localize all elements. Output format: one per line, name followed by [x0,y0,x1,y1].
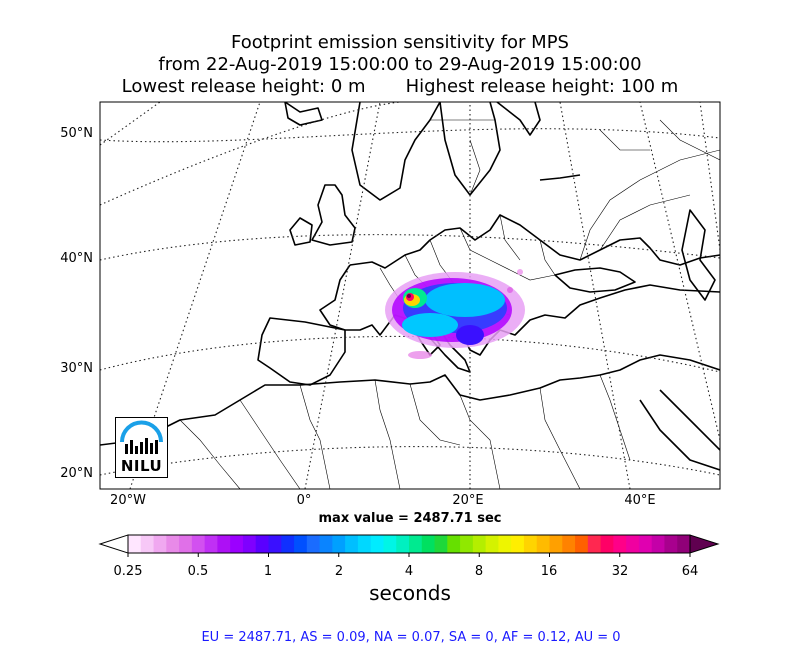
colorbar-cell [179,535,193,553]
colorbar-cell [166,535,180,553]
map-frame [99,101,721,490]
lon-label: 20°W [110,493,146,508]
nilu-logo-icon [120,420,163,454]
footprint-plume [385,269,525,359]
colorbar-cell [549,535,563,553]
colorbar-cell [268,535,282,553]
colorbar-cell [370,535,384,553]
colorbar-cell [332,535,346,553]
colorbar-cell [255,535,269,553]
colorbar-cell [319,535,333,553]
colorbar-cell [421,535,436,553]
colorbar-cell [191,535,206,553]
colorbar-cell [613,535,627,553]
colorbar-cell [383,535,397,553]
colorbar-cell [345,535,359,553]
colorbar-cell [434,535,448,553]
colorbar-cell [204,535,218,553]
lon-label: 20°E [452,493,484,508]
colorbar-cell [230,535,244,553]
nilu-logo: NILU [115,417,168,478]
chart-title-line1: Footprint emission sensitivity for MPS [231,32,569,53]
colorbar-cell [396,535,410,553]
nilu-logo-text: NILU [120,457,163,475]
colorbar-cell [472,535,487,553]
colorbar-cell [651,535,665,553]
colorbar-cell [217,535,231,553]
colorbar-tick: 32 [611,564,629,579]
colorbar-tick: 0.5 [187,564,209,579]
lon-label: 0° [296,493,312,508]
colorbar-cell [409,535,423,553]
colorbar-cell [638,535,653,553]
chart-title-line3: Lowest release height: 0 m Highest relea… [121,76,679,97]
chart-title-line2: from 22-Aug-2019 15:00:00 to 29-Aug-2019… [158,54,642,75]
colorbar-cell [140,535,155,553]
colorbar-cell [498,535,512,553]
colorbar-under-arrow [98,534,129,554]
colorbar-tick: 8 [474,564,484,579]
colorbar-cell [485,535,499,553]
colorbar-unit-label: seconds [369,581,451,605]
colorbar-over-arrow [689,534,720,554]
colorbar-cell [242,535,257,553]
colorbar-cell [447,535,461,553]
colorbar-cell [523,535,538,553]
lat-label: 50°N [60,126,93,141]
colorbar-cell [306,535,321,553]
colorbar-tick: 0.25 [113,564,143,579]
region-totals: EU = 2487.71, AS = 0.09, NA = 0.07, SA =… [201,630,621,645]
colorbar-cell [587,535,602,553]
colorbar-cell [562,535,576,553]
colorbar-cell [677,535,691,553]
lon-label: 40°E [624,493,656,508]
country-borders [179,119,720,489]
lat-label: 20°N [60,466,93,481]
colorbar-cell [626,535,640,553]
colorbar-cell [294,535,308,553]
colorbar-cell [511,535,525,553]
colorbar-tick: 2 [334,564,344,579]
lat-label: 40°N [60,251,93,266]
colorbar-cell [128,535,142,553]
colorbar-tick: 16 [540,564,558,579]
colorbar-tick: 64 [681,564,699,579]
colorbar-tick: 1 [263,564,273,579]
colorbar-cell [575,535,589,553]
colorbar-cell [600,535,614,553]
max-value-label: max value = 2487.71 sec [318,511,502,526]
lat-label: 30°N [60,361,93,376]
colorbar-cell [460,535,474,553]
colorbar-cell [664,535,678,553]
colorbar-cell [357,535,372,553]
colorbar-cell [153,535,167,553]
colorbar-cell [536,535,550,553]
colorbar-tick: 4 [404,564,414,579]
colorbar-cell [281,535,295,553]
